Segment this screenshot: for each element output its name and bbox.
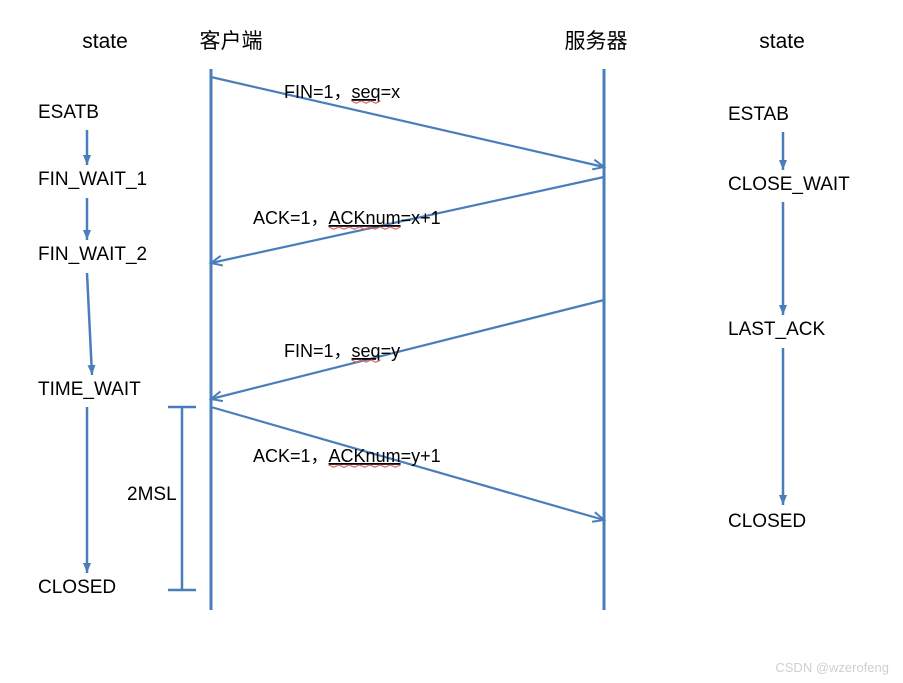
server-state-1: CLOSE_WAIT — [728, 174, 850, 195]
watermark: CSDN @wzerofeng — [775, 660, 889, 675]
server-state-0: ESTAB — [728, 104, 789, 125]
client-state-2: FIN_WAIT_2 — [38, 244, 147, 265]
client-state-0: ESATB — [38, 102, 99, 123]
message-arrow-0 — [211, 77, 604, 167]
message-arrow-2 — [211, 300, 604, 399]
msl-label: 2MSL — [127, 484, 177, 505]
header-client: 客户端 — [200, 30, 263, 53]
header-left-state: state — [82, 30, 128, 53]
message-label-3: ACK=1，ACKnum=y+1 — [253, 446, 441, 466]
server-state-2: LAST_ACK — [728, 319, 825, 340]
message-label-1: ACK=1，ACKnum=x+1 — [253, 208, 441, 228]
client-state-3: TIME_WAIT — [38, 379, 141, 400]
client-state-1: FIN_WAIT_1 — [38, 169, 147, 190]
tcp-close-diagram: state 客户端 服务器 state ESATB FIN_WAIT_1 FIN_WAIT_… — [0, 0, 903, 683]
message-label-2: FIN=1，seq=y — [284, 341, 400, 361]
header-server: 服务器 — [565, 30, 628, 53]
server-state-3: CLOSED — [728, 511, 806, 532]
client-state-4: CLOSED — [38, 577, 116, 598]
header-right-state: state — [759, 30, 805, 53]
message-label-0: FIN=1，seq=x — [284, 82, 400, 102]
client-state-arrow-2 — [87, 273, 92, 375]
